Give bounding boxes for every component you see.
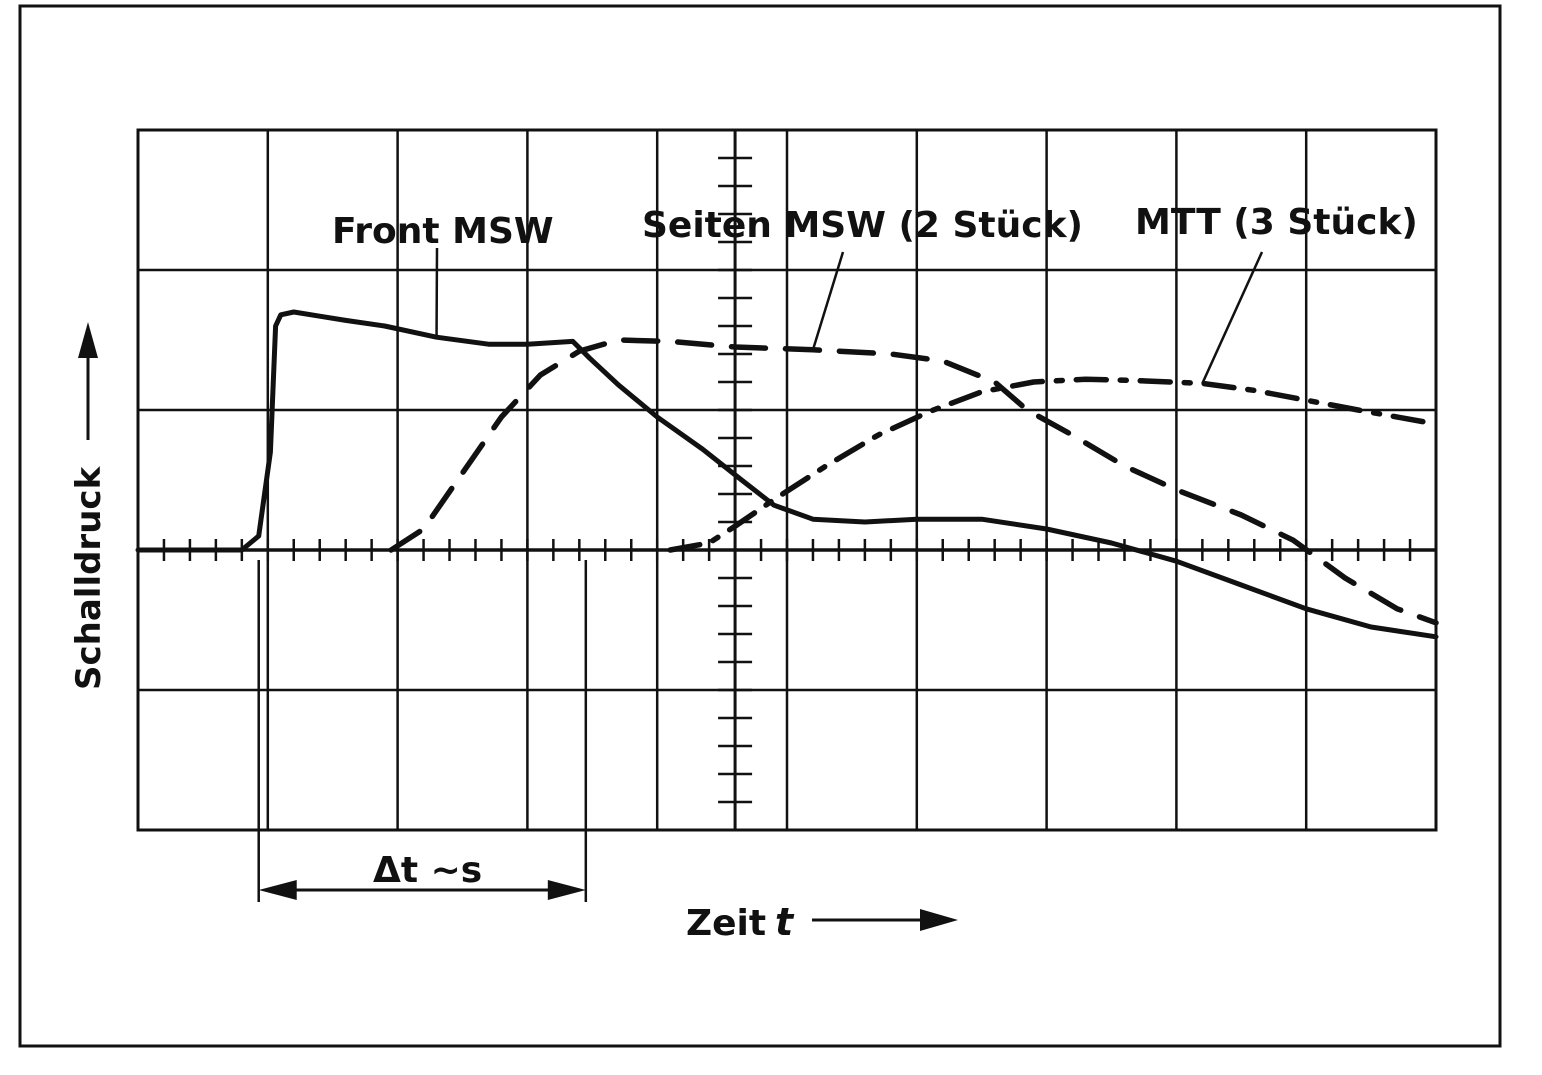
y-axis-arrow-icon — [78, 322, 98, 440]
series-label-seiten-msw: Seiten MSW (2 Stück) — [642, 205, 1083, 246]
x-axis-arrow-icon — [812, 909, 958, 931]
axis-ticks — [136, 156, 1438, 804]
curves — [135, 309, 1439, 640]
series-label-mtt: MTT (3 Stück) — [1135, 202, 1418, 243]
delta-t-arrow-right-icon — [547, 880, 586, 900]
series-label-front-msw: Front MSW — [332, 211, 554, 252]
series-line-0 — [135, 309, 1439, 640]
x-axis-symbol: t — [775, 900, 795, 944]
delta-t-annotation — [257, 560, 588, 902]
leader-line-2 — [1201, 251, 1264, 384]
leader-lines — [435, 247, 1264, 384]
series-line-1 — [388, 337, 1439, 626]
delta-t-label: Δt ~s — [373, 850, 482, 891]
series-line-2 — [667, 376, 1439, 553]
delta-t-arrow-left-icon — [258, 880, 297, 900]
y-axis-label: Schalldruck — [69, 465, 109, 690]
outer-frame — [18, 4, 1502, 1048]
x-axis-label: Zeit — [686, 903, 766, 944]
leader-line-1 — [811, 251, 845, 351]
